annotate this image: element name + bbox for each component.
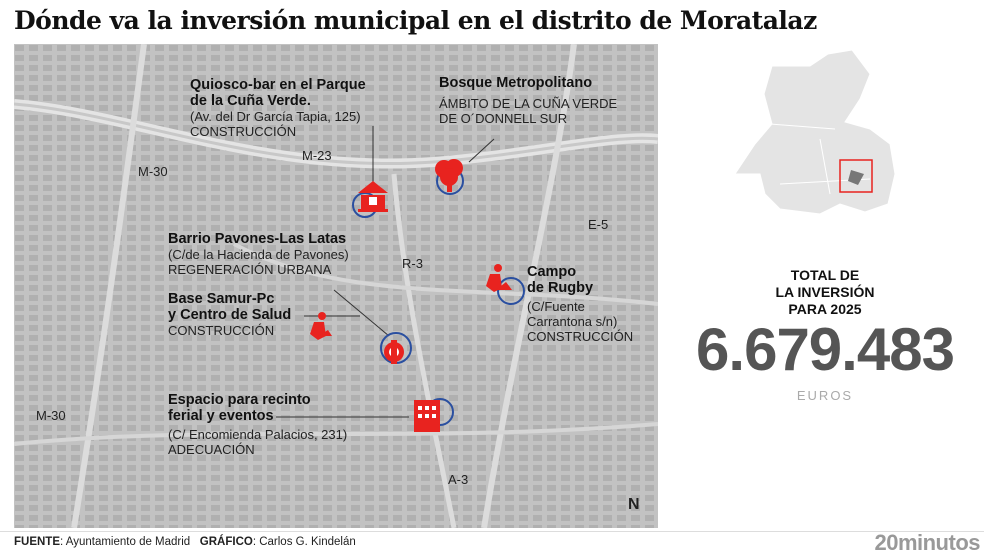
- project-name: Campo: [527, 264, 577, 280]
- project-label-recinto: Espacio para recinto ferial y eventos (C…: [168, 392, 347, 457]
- project-label-samur: Base Samur-Pc y Centro de Salud CONSTRUC…: [168, 291, 291, 338]
- project-address: Carrantona s/n): [527, 314, 618, 329]
- footer-divider: [0, 531, 984, 532]
- leader-line: [468, 138, 495, 163]
- moratalaz-district: [848, 170, 864, 185]
- project-name: de Rugby: [527, 280, 594, 296]
- page-title: Dónde va la inversión municipal en el di…: [14, 6, 817, 35]
- total-label-line: LA INVERSIÓN: [775, 284, 875, 300]
- road-label: M-30: [138, 164, 168, 179]
- project-label-kiosk: Quiosco-bar en el Parque de la Cuña Verd…: [190, 77, 366, 139]
- project-name: de la Cuña Verde.: [190, 93, 311, 109]
- summary-panel: TOTAL DE LA INVERSIÓN PARA 2025 6.679.48…: [660, 44, 990, 524]
- footer-credits: FUENTE: Ayuntamiento de Madrid GRÁFICO: …: [14, 536, 356, 548]
- leader-line: [333, 289, 390, 337]
- project-label-rugby: Campo de Rugby (C/Fuente Carrantona s/n)…: [527, 264, 633, 344]
- project-address: DE O´DONNELL SUR: [439, 111, 568, 126]
- north-arrow-icon: N: [628, 496, 640, 513]
- total-value: 6.679.483: [696, 316, 955, 383]
- worker-icon: [310, 312, 332, 340]
- district-map: M-30 M-23 E-5 R-3 M-30 A-3 N Quiosco-bar…: [14, 44, 658, 528]
- building-icon: [414, 400, 440, 432]
- road-label: R-3: [402, 256, 423, 271]
- map-base: [14, 44, 658, 528]
- kiosk-icon: [358, 181, 388, 212]
- project-name: y Centro de Salud: [168, 307, 292, 323]
- project-address: (Av. del Dr García Tapia, 125): [190, 109, 361, 124]
- project-name: Barrio Pavones-Las Latas: [168, 231, 347, 247]
- location-circle: [497, 277, 525, 305]
- source-text: : Ayuntamiento de Madrid: [60, 536, 191, 548]
- project-name: Bosque Metropolitano: [439, 75, 593, 91]
- road-label: E-5: [588, 217, 609, 232]
- road-label: M-23: [302, 148, 332, 163]
- project-name: Espacio para recinto: [168, 392, 311, 408]
- project-address: (C/Fuente: [527, 299, 585, 314]
- road-label: A-3: [448, 472, 469, 487]
- road-label: M-30: [36, 408, 66, 423]
- tree-icon: [435, 159, 463, 192]
- project-name: ferial y eventos: [168, 408, 274, 424]
- project-address: ÁMBITO DE LA CUÑA VERDE: [439, 96, 618, 111]
- total-unit: EUROS: [796, 388, 854, 403]
- project-type: CONSTRUCCIÓN: [527, 329, 634, 344]
- project-type: CONSTRUCCIÓN: [190, 124, 297, 139]
- project-address: (C/ Encomienda Palacios, 231): [168, 427, 348, 442]
- project-label-bosque: Bosque Metropolitano ÁMBITO DE LA CUÑA V…: [439, 75, 617, 126]
- graphic-text: : Carlos G. Kindelán: [252, 536, 356, 548]
- project-address: (C/de la Hacienda de Pavones): [168, 247, 349, 262]
- total-label-line: PARA 2025: [788, 301, 862, 317]
- project-type: CONSTRUCCIÓN: [168, 323, 275, 338]
- project-type: ADECUACIÓN: [168, 442, 255, 457]
- source-label: FUENTE: [14, 536, 60, 548]
- gear-wrench-icon: [384, 340, 404, 364]
- total-label-line: TOTAL DE: [790, 267, 860, 283]
- project-name: Quiosco-bar en el Parque: [190, 77, 366, 93]
- worker-icon: [486, 264, 512, 292]
- graphic-label: GRÁFICO: [199, 536, 253, 548]
- project-type: REGENERACIÓN URBANA: [168, 262, 332, 277]
- madrid-locator-map: [734, 49, 896, 215]
- highlight-box: [839, 159, 873, 193]
- total-label: TOTAL DE LA INVERSIÓN PARA 2025: [660, 267, 990, 318]
- brand-logo: 20minutos: [874, 530, 980, 555]
- project-name: Base Samur-Pc: [168, 291, 275, 307]
- project-label-pavones: Barrio Pavones-Las Latas (C/de la Hacien…: [168, 231, 349, 277]
